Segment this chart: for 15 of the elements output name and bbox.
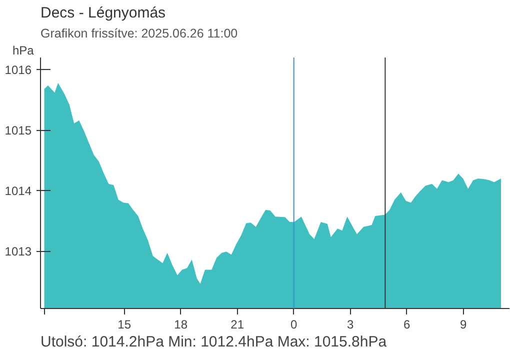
- chart-title: Decs - Légnyomás: [40, 4, 166, 22]
- y-tick-label: 1016: [4, 63, 32, 78]
- chart-subtitle: Grafikon frissítve: 2025.06.26 11:00: [40, 26, 238, 40]
- x-tick-label: 21: [230, 318, 244, 332]
- x-tick-label: 6: [404, 318, 411, 332]
- y-axis-title: hPa: [12, 44, 34, 58]
- y-tick-label: 1013: [4, 244, 32, 259]
- text: Utolsó: 1014.2hPa Min: 1012.4hPa Max: 1015.8hPa: [40, 334, 388, 350]
- x-tick-label: 0: [290, 318, 298, 332]
- x-tick-label: 3: [347, 318, 354, 332]
- x-tick-label: 9: [460, 318, 468, 332]
- x-tick-label: 18: [174, 318, 188, 332]
- x-tick-label: 15: [118, 318, 132, 332]
- y-tick-label: 1014: [4, 184, 32, 198]
- y-tick-label: 1015: [4, 124, 32, 138]
